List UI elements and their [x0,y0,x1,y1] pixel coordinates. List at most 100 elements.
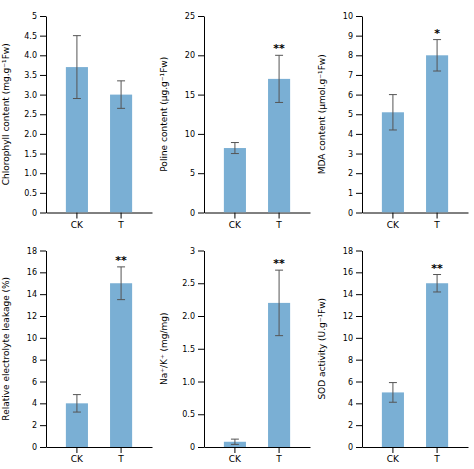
tick-mark [198,16,204,17]
plot-area [382,40,448,213]
axis-line [363,447,469,448]
bar [426,283,448,447]
y-axis: 0510152025 [185,12,205,218]
y-axis-label: Relative electrolyte leakage (%) [1,277,11,421]
tick-label: 1.0 [182,378,195,387]
error-bar-cap [117,108,125,109]
error-bar-stem [437,275,438,292]
tick-mark [198,251,204,252]
plot-area [224,55,290,212]
error-bar-stem [76,36,77,99]
tick-mark [234,213,235,219]
y-tick: 8 [348,356,362,365]
tick-mark [198,414,204,415]
tick-mark [356,360,362,361]
tick-label: 8 [348,356,353,365]
error-bar [275,55,283,102]
y-tick: 2.0 [182,312,204,321]
tick-label: 2.0 [182,312,195,321]
error-bar [275,270,283,336]
error-bar-cap [117,80,125,81]
tick-mark [40,16,46,17]
error-bar-stem [437,40,438,71]
error-bar-cap [73,394,81,395]
error-bar [73,395,81,412]
tick-label: 12 [343,312,353,321]
tick-label: 9 [348,32,353,41]
tick-label: 3 [348,150,353,159]
tick-label: 10 [185,130,195,139]
y-tick: 14 [343,290,362,299]
error-bar-stem [392,383,393,403]
tick-label: 0 [190,443,195,452]
error-bar-cap [275,335,283,336]
tick-label: T [117,220,124,230]
tick-label: 0.5 [24,189,37,198]
tick-mark [356,173,362,174]
error-bar [73,36,81,99]
error-bar-cap [73,98,81,99]
y-axis-label: Na⁺/K⁺ (mg/mg) [159,312,169,385]
y-axis: 00.51.01.52.02.53 [182,247,204,453]
y-axis-label: SOD activity (U.g⁻¹Fw) [317,298,327,400]
tick-mark [121,213,122,219]
error-bar [231,143,239,154]
y-tick: 2.5 [24,110,46,119]
tick-mark [356,75,362,76]
bar [224,148,246,212]
significance-marker: ** [273,42,285,55]
tick-label: 16 [27,268,37,277]
y-tick: 4 [32,399,46,408]
tick-label: 14 [27,290,37,299]
y-tick: 3 [348,150,362,159]
tick-mark [76,213,77,219]
y-tick: 0 [190,209,204,218]
error-bar [117,81,125,109]
tick-mark [198,447,204,448]
plot-area [382,275,448,447]
tick-mark [356,55,362,56]
y-tick: 12 [343,312,362,321]
tick-mark [437,447,438,453]
tick-mark [437,213,438,219]
tick-mark [234,447,235,453]
x-axis: CKT [47,447,153,464]
tick-mark [40,382,46,383]
tick-mark [198,134,204,135]
tick-label: 2 [348,169,353,178]
y-tick: 1.5 [24,150,46,159]
tick-label: 0 [348,209,353,218]
error-bar [389,383,397,403]
tick-mark [198,349,204,350]
y-axis: 024681012141618 [27,247,47,453]
significance-marker: * [434,27,440,40]
y-tick: 4.5 [24,32,46,41]
tick-label: 7 [348,71,353,80]
error-bar-cap [433,71,441,72]
tick-label: CK [71,220,84,230]
y-tick: 0.5 [24,189,46,198]
y-tick: 12 [27,312,46,321]
tick-label: 3.0 [24,91,37,100]
tick-mark [356,403,362,404]
y-tick: 4.0 [24,51,46,60]
tick-label: 4 [348,399,353,408]
y-tick: 5 [348,110,362,119]
y-axis-label: MDA content (μmol.g⁻¹Fw) [317,54,327,174]
tick-mark [356,193,362,194]
tick-label: 14 [343,290,353,299]
tick-mark [356,251,362,252]
significance-marker: ** [115,254,127,267]
tick-mark [40,75,46,76]
axis-line [46,251,47,448]
significance-marker: ** [431,262,443,275]
panel: 024681012141618CKTRelative electrolyte l… [1,247,153,465]
tick-label: 25 [185,12,195,21]
tick-mark [279,447,280,453]
tick-mark [198,213,204,214]
plot-area [66,267,132,447]
y-axis: 024681012141618 [343,247,363,453]
tick-label: CK [71,454,84,464]
error-bar [433,40,441,71]
tick-mark [40,251,46,252]
